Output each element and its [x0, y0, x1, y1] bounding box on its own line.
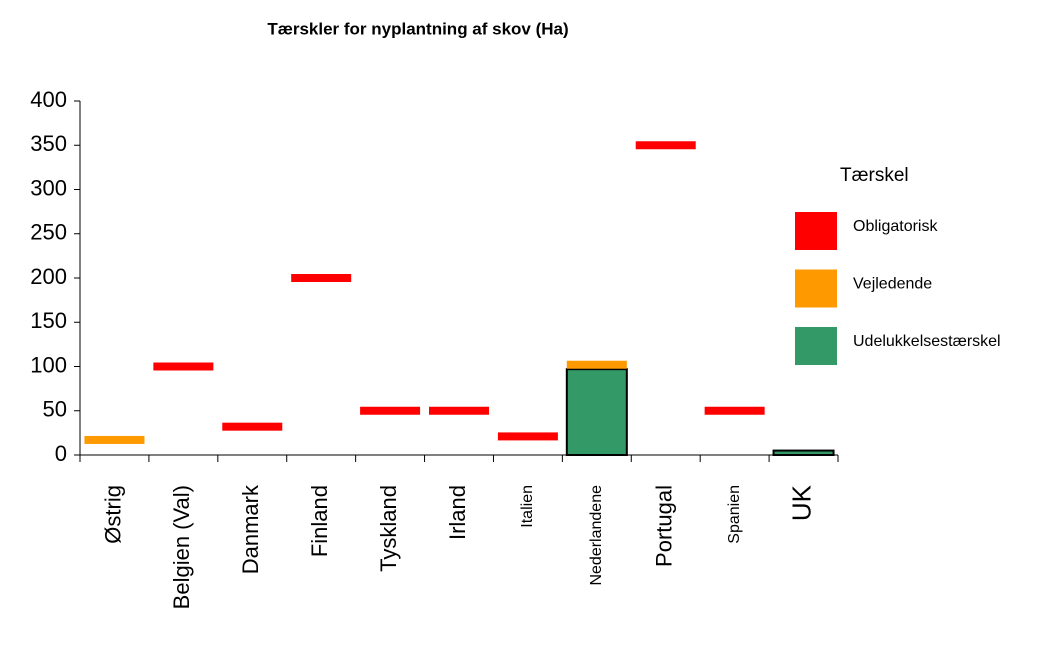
y-tick-label: 200 — [30, 264, 67, 289]
x-tick-label: UK — [786, 484, 816, 521]
chart-title: Tærskler for nyplantning af skov (Ha) — [267, 19, 568, 38]
y-tick-label: 250 — [30, 220, 67, 245]
legend-swatch — [795, 269, 837, 308]
legend-label: Obligatorisk — [853, 218, 938, 235]
threshold-marker — [429, 406, 489, 415]
legend-swatch — [795, 212, 837, 250]
x-tick-label: Belgien (Val) — [169, 485, 194, 609]
x-tick-label: Østrig — [100, 485, 125, 544]
bar — [772, 449, 835, 457]
x-tick-label: Irland — [445, 485, 470, 540]
y-tick-label: 350 — [30, 131, 67, 156]
threshold-marker — [635, 141, 696, 150]
x-tick-label: Portugal — [652, 485, 677, 567]
threshold-marker — [704, 406, 765, 415]
x-tick-label: Danmark — [238, 484, 263, 574]
y-tick-label: 100 — [30, 352, 67, 377]
threshold-marker — [497, 432, 558, 441]
threshold-marker — [84, 435, 145, 444]
bar — [565, 368, 628, 456]
y-tick-label: 150 — [30, 308, 67, 333]
x-tick-label: Nederlandene — [588, 485, 605, 586]
y-tick-label: 400 — [30, 87, 67, 112]
y-tick-label: 300 — [30, 175, 67, 200]
legend-title: Tærskel — [840, 165, 909, 186]
threshold-marker — [360, 406, 421, 415]
legend-label: Vejledende — [853, 276, 932, 293]
legend-label: Udelukkelsestærskel — [853, 333, 1001, 350]
x-tick-label: Finland — [307, 485, 332, 557]
y-tick-label: 0 — [55, 441, 67, 466]
threshold-marker — [153, 362, 214, 371]
legend-swatch — [795, 327, 837, 365]
x-tick-label: Italien — [519, 485, 536, 528]
threshold-marker — [566, 360, 627, 369]
x-tick-label: Spanien — [726, 485, 743, 544]
y-tick-label: 50 — [43, 397, 67, 422]
x-tick-label: Tyskland — [376, 485, 401, 572]
threshold-marker — [222, 422, 283, 431]
threshold-marker — [291, 274, 352, 282]
